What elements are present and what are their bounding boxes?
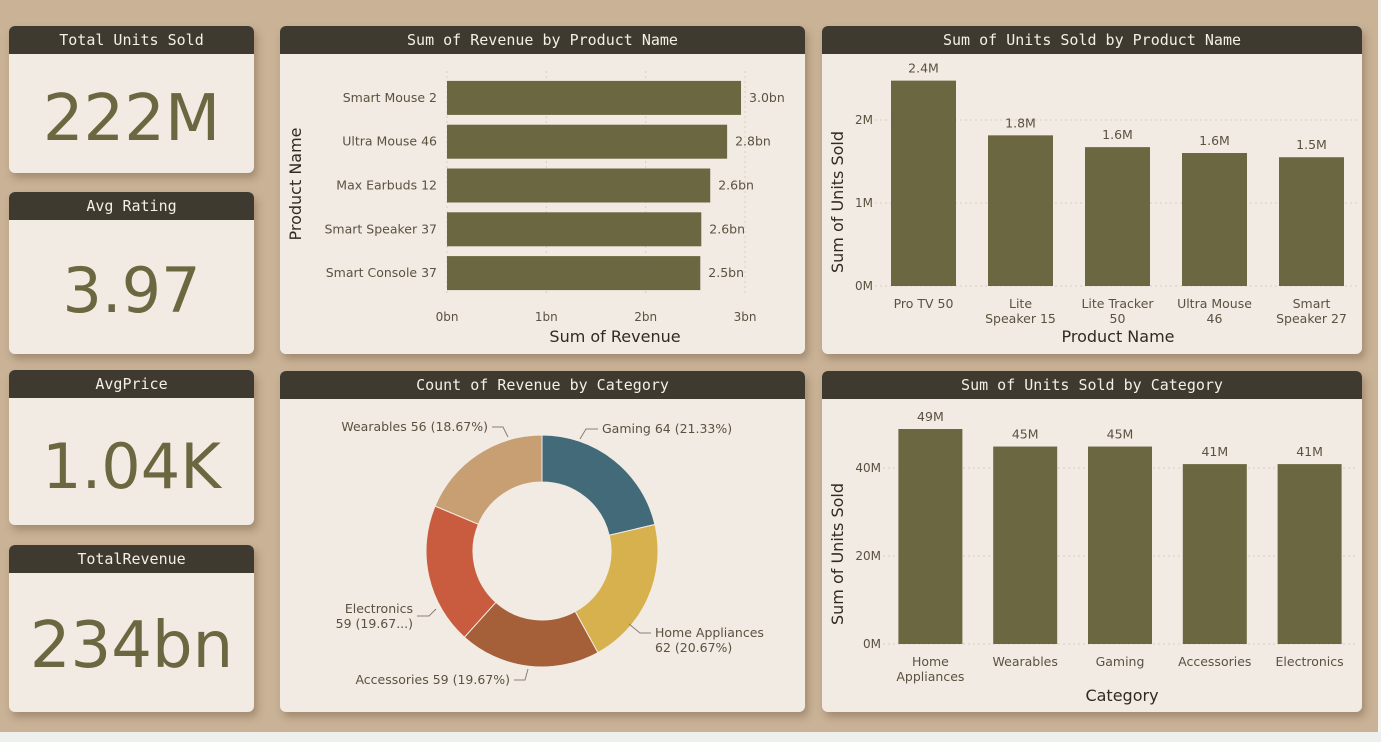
bar bbox=[447, 168, 711, 203]
data-label: 1.5M bbox=[1296, 137, 1327, 152]
chart-card-units-by-category[interactable]: Sum of Units Sold by Category 0M 20M 40M 49… bbox=[822, 371, 1362, 712]
kpi-value: 222M bbox=[42, 82, 221, 156]
y-tick-label: Smart Mouse 2 bbox=[343, 90, 437, 105]
x-tick-label: Ultra Mouse 46 bbox=[1177, 296, 1252, 326]
bar bbox=[1182, 464, 1247, 644]
kpi-value: 234bn bbox=[29, 609, 234, 683]
x-tick-label: 2bn bbox=[634, 310, 657, 324]
donut-slice bbox=[541, 434, 656, 536]
leader-line bbox=[417, 608, 437, 617]
y-axis-title: Product Name bbox=[286, 127, 305, 240]
kpi-value: 3.97 bbox=[62, 254, 201, 327]
kpi-title: TotalRevenue bbox=[9, 545, 254, 573]
data-label: 45M bbox=[1107, 427, 1134, 442]
y-tick-label: 40M bbox=[855, 461, 881, 475]
x-tick-label: 3bn bbox=[734, 310, 757, 324]
x-tick-label: Electronics bbox=[1276, 654, 1344, 669]
x-axis-title: Product Name bbox=[1061, 327, 1174, 346]
x-tick-label: Home Appliances bbox=[896, 654, 964, 684]
data-label: 1.8M bbox=[1005, 115, 1036, 130]
y-tick-label: 2M bbox=[855, 113, 873, 127]
leader-line bbox=[579, 428, 598, 440]
kpi-title: Avg Rating bbox=[9, 192, 254, 220]
bar bbox=[1277, 464, 1342, 644]
bar bbox=[447, 256, 701, 291]
x-tick-label: Wearables bbox=[993, 654, 1058, 669]
data-label: 2.8bn bbox=[735, 134, 771, 149]
chart-title: Sum of Units Sold by Product Name bbox=[822, 26, 1362, 54]
slice-label: Accessories 59 (19.67%) bbox=[355, 672, 510, 687]
y-axis-title: Sum of Units Sold bbox=[828, 483, 847, 625]
y-tick-label: Smart Speaker 37 bbox=[324, 221, 437, 236]
bar bbox=[447, 80, 742, 115]
revenue-by-product-chart: 0bn 1bn 2bn 3bn Smart Mouse 2 3.0bn Ultra Mous… bbox=[286, 71, 785, 346]
units-by-product-chart: 0M 1M 2M 2.4M Pro TV 50 1.8M Lite Speaker 15 1.6… bbox=[828, 61, 1360, 346]
data-label: 1.6M bbox=[1199, 133, 1230, 148]
y-tick-label: 1M bbox=[855, 196, 873, 210]
leader-line bbox=[628, 623, 651, 634]
y-tick-label: Smart Console 37 bbox=[326, 265, 437, 280]
x-tick-label: 1bn bbox=[535, 310, 558, 324]
data-label: 49M bbox=[917, 409, 944, 424]
data-label: 41M bbox=[1296, 444, 1323, 459]
chart-title: Count of Revenue by Category bbox=[280, 371, 805, 399]
bar bbox=[988, 135, 1053, 286]
bar bbox=[993, 446, 1058, 644]
data-label: 2.5bn bbox=[708, 265, 744, 280]
bottom-strip bbox=[0, 732, 1381, 742]
leader-line bbox=[514, 668, 529, 681]
kpi-title: Total Units Sold bbox=[9, 26, 254, 54]
data-label: 2.6bn bbox=[709, 221, 745, 236]
data-label: 2.4M bbox=[908, 61, 939, 76]
slice-label: Wearables 56 (18.67%) bbox=[341, 419, 488, 434]
x-tick-label: Gaming bbox=[1096, 654, 1145, 669]
y-axis-title: Sum of Units Sold bbox=[828, 131, 847, 273]
bar bbox=[1279, 157, 1344, 286]
kpi-card-avg-price[interactable]: AvgPrice 1.04K bbox=[9, 370, 254, 525]
data-label: 3.0bn bbox=[749, 90, 785, 105]
bar bbox=[447, 124, 728, 159]
bar bbox=[1182, 153, 1247, 286]
x-tick-label: Smart Speaker 27 bbox=[1276, 296, 1347, 326]
kpi-title: AvgPrice bbox=[9, 370, 254, 398]
kpi-card-total-units[interactable]: Total Units Sold 222M bbox=[9, 26, 254, 173]
bar bbox=[891, 80, 956, 286]
x-tick-label: 0bn bbox=[436, 310, 459, 324]
leader-line bbox=[492, 426, 509, 438]
x-tick-label: Lite Speaker 15 bbox=[985, 296, 1056, 326]
bar bbox=[898, 429, 963, 644]
x-axis-title: Sum of Revenue bbox=[549, 327, 680, 346]
slice-label: Electronics 59 (19.67...) bbox=[336, 601, 413, 631]
bar bbox=[1085, 147, 1150, 286]
y-tick-label: 20M bbox=[855, 549, 881, 563]
kpi-value: 1.04K bbox=[42, 430, 221, 503]
bar bbox=[447, 212, 702, 247]
data-label: 41M bbox=[1201, 444, 1228, 459]
units-by-category-chart: 0M 20M 40M 49M Home Appliances 45M Wearables 45M… bbox=[828, 409, 1357, 705]
chart-title: Sum of Units Sold by Category bbox=[822, 371, 1362, 399]
kpi-card-avg-rating[interactable]: Avg Rating 3.97 bbox=[9, 192, 254, 354]
y-tick-label: Ultra Mouse 46 bbox=[342, 134, 437, 149]
data-label: 45M bbox=[1012, 427, 1039, 442]
slice-label: Gaming 64 (21.33%) bbox=[602, 421, 732, 436]
y-tick-label: 0M bbox=[863, 637, 881, 651]
data-label: 1.6M bbox=[1102, 127, 1133, 142]
chart-card-units-by-product[interactable]: Sum of Units Sold by Product Name 0M 1M 2M… bbox=[822, 26, 1362, 354]
slice-label: Home Appliances 62 (20.67%) bbox=[655, 625, 764, 655]
x-tick-label: Lite Tracker 50 bbox=[1081, 296, 1154, 326]
count-by-category-donut: Gaming 64 (21.33%) Home Appliances 62 (20.… bbox=[336, 419, 764, 687]
y-tick-label: Max Earbuds 12 bbox=[336, 178, 437, 193]
bar bbox=[1088, 446, 1152, 644]
donut-slice bbox=[434, 434, 543, 525]
x-axis-title: Category bbox=[1085, 686, 1158, 705]
x-tick-label: Accessories bbox=[1178, 654, 1251, 669]
x-tick-label: Pro TV 50 bbox=[894, 296, 954, 311]
y-tick-label: 0M bbox=[855, 279, 873, 293]
chart-card-count-by-category[interactable]: Count of Revenue by Category Gaming 64 (… bbox=[280, 371, 805, 712]
chart-title: Sum of Revenue by Product Name bbox=[280, 26, 805, 54]
chart-card-revenue-by-product[interactable]: Sum of Revenue by Product Name 0bn 1bn 2bn… bbox=[280, 26, 805, 354]
kpi-card-total-revenue[interactable]: TotalRevenue 234bn bbox=[9, 545, 254, 712]
data-label: 2.6bn bbox=[718, 178, 754, 193]
